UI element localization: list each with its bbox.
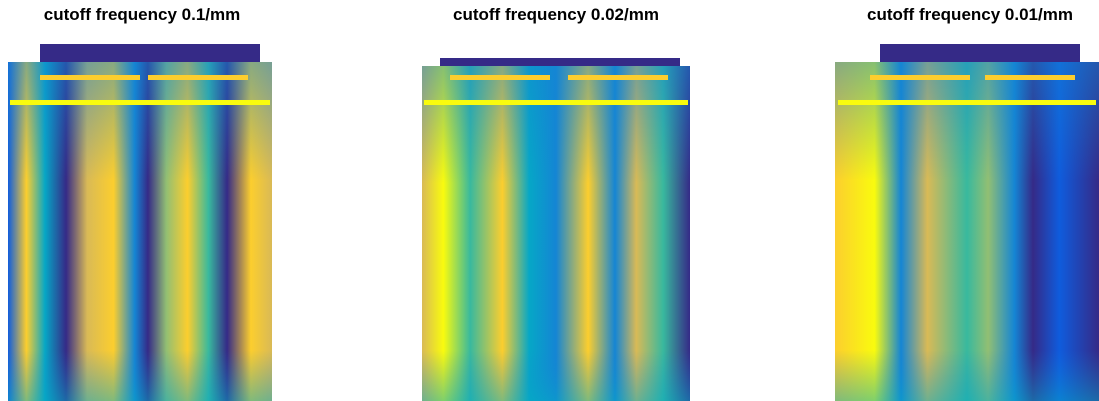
panel-title: cutoff frequency 0.1/mm [44, 5, 241, 24]
figure: cutoff frequency 0.1/mm cutoff frequency… [0, 0, 1099, 401]
heatmap [8, 44, 272, 401]
panel-title: cutoff frequency 0.02/mm [453, 5, 659, 24]
page: cutoff frequency 0.1/mm cutoff frequency… [0, 0, 1099, 401]
heatmap [422, 58, 690, 401]
heatmap [835, 44, 1099, 401]
panel-title: cutoff frequency 0.01/mm [867, 5, 1073, 24]
